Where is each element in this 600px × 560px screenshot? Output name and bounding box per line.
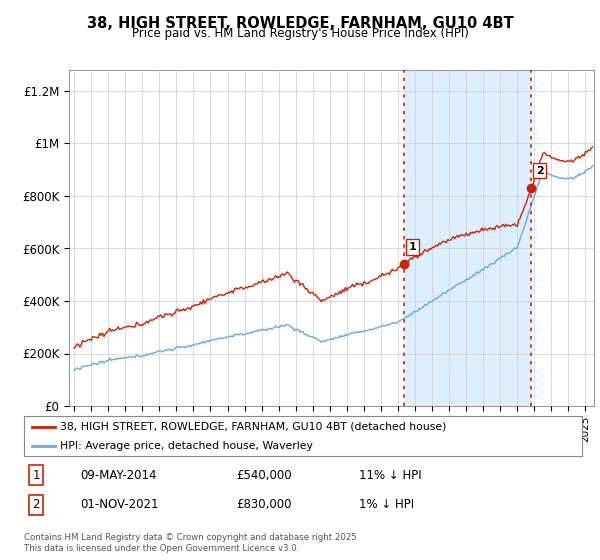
Text: Price paid vs. HM Land Registry's House Price Index (HPI): Price paid vs. HM Land Registry's House … <box>131 27 469 40</box>
Text: 38, HIGH STREET, ROWLEDGE, FARNHAM, GU10 4BT (detached house): 38, HIGH STREET, ROWLEDGE, FARNHAM, GU10… <box>60 422 446 432</box>
Text: 1% ↓ HPI: 1% ↓ HPI <box>359 498 414 511</box>
Text: 11% ↓ HPI: 11% ↓ HPI <box>359 469 421 482</box>
Text: Contains HM Land Registry data © Crown copyright and database right 2025.
This d: Contains HM Land Registry data © Crown c… <box>24 533 359 553</box>
Text: 2: 2 <box>536 166 544 176</box>
Bar <box>404 70 532 406</box>
Text: 1: 1 <box>409 242 416 252</box>
Text: HPI: Average price, detached house, Waverley: HPI: Average price, detached house, Wave… <box>60 441 313 450</box>
Text: 1: 1 <box>32 469 40 482</box>
Text: 2: 2 <box>32 498 40 511</box>
Text: £540,000: £540,000 <box>236 469 292 482</box>
Text: £830,000: £830,000 <box>236 498 292 511</box>
Text: 01-NOV-2021: 01-NOV-2021 <box>80 498 158 511</box>
Text: 09-MAY-2014: 09-MAY-2014 <box>80 469 156 482</box>
Text: 38, HIGH STREET, ROWLEDGE, FARNHAM, GU10 4BT: 38, HIGH STREET, ROWLEDGE, FARNHAM, GU10… <box>86 16 514 31</box>
